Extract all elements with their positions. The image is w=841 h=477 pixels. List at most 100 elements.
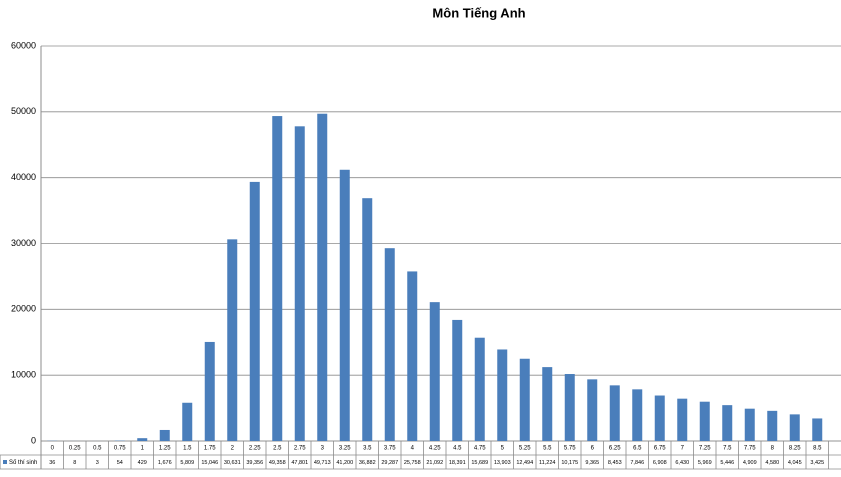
bar [272, 116, 282, 441]
x-tick-label: 4.75 [474, 446, 486, 452]
x-tick-label: 4.5 [453, 446, 462, 452]
table-value: 15,046 [201, 460, 218, 466]
x-tick-label: 3.25 [339, 446, 351, 452]
table-value: 10,175 [561, 460, 578, 466]
bar [587, 379, 597, 441]
bar [340, 170, 350, 441]
table-value: 8,453 [608, 460, 622, 466]
table-value: 9,365 [585, 460, 599, 466]
bar [407, 271, 417, 441]
table-value: 21,092 [426, 460, 443, 466]
bar [655, 396, 665, 441]
bar [565, 374, 575, 441]
table-value: 4,580 [765, 460, 779, 466]
table-value: 3 [96, 460, 99, 466]
chart-title: Môn Tiếng Anh [432, 5, 525, 20]
table-value: 6,430 [675, 460, 689, 466]
table-value: 29,287 [381, 460, 398, 466]
bar [610, 385, 620, 441]
x-tick-label: 5.75 [564, 446, 576, 452]
table-value: 1,676 [158, 460, 172, 466]
x-tick-label: 7.25 [699, 446, 711, 452]
x-tick-label: 1.25 [159, 446, 171, 452]
bar [745, 409, 755, 441]
table-value: 429 [138, 460, 147, 466]
x-tick-label: 0.5 [93, 446, 102, 452]
x-tick-label: 1.75 [204, 446, 216, 452]
table-value: 39,356 [246, 460, 263, 466]
table-value: 47,801 [291, 460, 308, 466]
x-tick-label: 0.25 [69, 446, 81, 452]
x-tick-label: 0 [51, 446, 55, 452]
bar [700, 402, 710, 441]
x-tick-label: 2 [231, 446, 235, 452]
table-value: 8 [73, 460, 76, 466]
bar [632, 389, 642, 441]
bar [677, 399, 687, 441]
bar [475, 338, 485, 441]
table-value: 11,224 [539, 460, 555, 466]
table-value: 5,809 [180, 460, 194, 466]
x-tick-label: 7.75 [744, 446, 756, 452]
x-tick-label: 7.5 [723, 446, 732, 452]
bar [137, 438, 147, 441]
table-value: 5,446 [720, 460, 734, 466]
bar [790, 414, 800, 441]
bar [722, 405, 732, 441]
x-tick-label: 2.75 [294, 446, 306, 452]
x-tick-label: 4.25 [429, 446, 441, 452]
y-tick-label: 50000 [11, 106, 36, 116]
table-value: 18,391 [449, 460, 466, 466]
table-value: 4,909 [743, 460, 757, 466]
x-tick-label: 2.5 [273, 446, 282, 452]
bar [205, 342, 215, 441]
x-tick-label: 8 [771, 446, 775, 452]
x-tick-label: 6 [591, 446, 595, 452]
table-value: 49,713 [314, 460, 331, 466]
x-tick-label: 4 [411, 446, 415, 452]
table-value: 54 [117, 460, 123, 466]
x-tick-label: 5 [501, 446, 505, 452]
x-tick-label: 3 [321, 446, 325, 452]
bar [542, 367, 552, 441]
table-value: 4,045 [788, 460, 802, 466]
x-tick-label: 8.25 [789, 446, 801, 452]
y-tick-label: 40000 [11, 172, 36, 182]
bar [295, 126, 305, 441]
table-value: 36 [49, 460, 55, 466]
bar [497, 349, 507, 441]
bar [385, 248, 395, 441]
table-value: 13,903 [494, 460, 511, 466]
legend-label: Số thí sinh [9, 460, 37, 466]
x-tick-label: 8.5 [813, 446, 822, 452]
table-value: 15,689 [471, 460, 488, 466]
x-tick-label: 5.5 [543, 446, 552, 452]
legend-key [3, 460, 7, 464]
x-tick-label: 6.25 [609, 446, 621, 452]
x-tick-label: 6.5 [633, 446, 642, 452]
x-tick-label: 7 [681, 446, 685, 452]
table-value: 49,358 [269, 460, 286, 466]
bar [452, 320, 462, 441]
table-value: 6,908 [653, 460, 667, 466]
bar [767, 411, 777, 441]
bar [362, 198, 372, 441]
bar [812, 418, 822, 441]
y-tick-label: 60000 [11, 40, 36, 50]
table-value: 36,882 [359, 460, 376, 466]
bar [317, 114, 327, 441]
bar [250, 182, 260, 441]
bar [182, 403, 192, 441]
table-value: 7,846 [630, 460, 644, 466]
x-tick-label: 1.5 [183, 446, 192, 452]
x-tick-label: 3.5 [363, 446, 372, 452]
bar [430, 302, 440, 441]
table-value: 3,425 [810, 460, 824, 466]
x-tick-label: 1 [141, 446, 145, 452]
y-tick-label: 20000 [11, 304, 36, 314]
table-value: 25,758 [404, 460, 421, 466]
table-value: 41,200 [336, 460, 353, 466]
table-value: 12,494 [516, 460, 533, 466]
y-tick-label: 10000 [11, 370, 36, 380]
